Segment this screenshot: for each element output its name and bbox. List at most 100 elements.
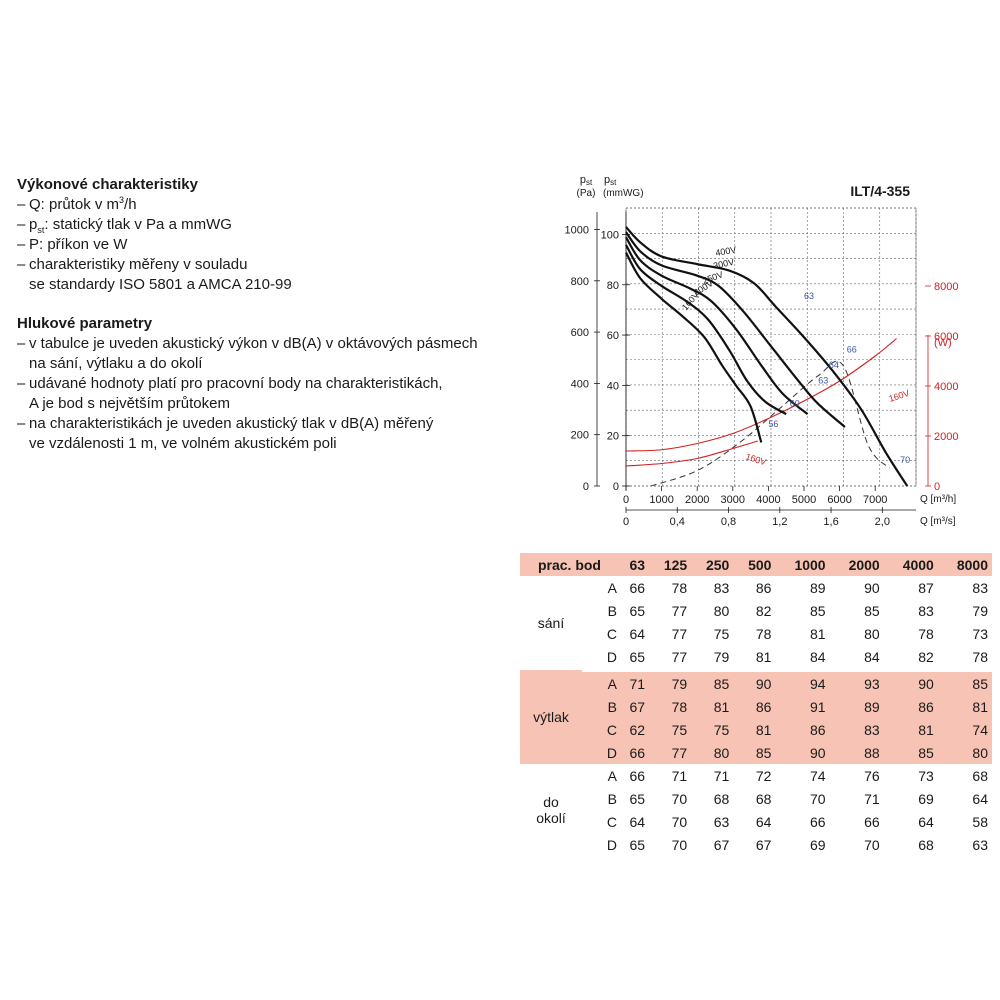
performance-list-text: p (29, 216, 38, 233)
table-cell: 76 (864, 767, 880, 784)
point-label: D (582, 645, 619, 672)
point-label: A (582, 670, 619, 695)
table-cell: 79 (972, 602, 988, 619)
table-cell: 64 (918, 813, 934, 830)
group-label-text: do (543, 794, 559, 810)
q-s-axis-label: Q [m³/s] (920, 516, 956, 527)
header-frequency: 63 (618, 553, 650, 576)
table-cell: 66 (810, 813, 826, 830)
table-cell: 67 (755, 836, 772, 853)
table-cell: 83 (918, 602, 934, 619)
performance-list-text: charakteristiky měřeny v souladu (29, 256, 248, 273)
fan-curve (625, 252, 763, 443)
fan-curve (625, 231, 846, 428)
pa-tick-label: 0 (583, 481, 589, 493)
table-cell: 73 (918, 767, 934, 784)
performance-list-text: se standardy ISO 5801 a AMCA 210-99 (29, 276, 292, 293)
point-label: B (607, 790, 617, 807)
group-label: výtlak (520, 670, 582, 764)
fan-curve (625, 226, 909, 487)
table-cell: 70 (864, 836, 880, 853)
fan-curve-label: 400V (715, 244, 737, 258)
point-label: C (606, 625, 617, 642)
header-point-label: prac. bod (520, 553, 619, 576)
table-cell: 90 (775, 741, 830, 764)
performance-list-text: : statický tlak v Pa a mmWG (44, 216, 232, 233)
table-cell: 70 (671, 813, 688, 830)
table-cell: 66 (864, 813, 880, 830)
table-cell: 64 (629, 625, 646, 642)
fan-curve (625, 236, 809, 416)
table-row: C 64 70 63 64 66 66 64 58 (520, 810, 992, 833)
table-cell: 85 (810, 602, 826, 619)
table-cell: 70 (810, 790, 826, 807)
table-cell: 71 (864, 790, 880, 807)
noise-level-label: 64 (829, 360, 839, 370)
noise-heading: Hlukové parametry (17, 315, 153, 332)
table-row: B 65 77 80 82 85 85 83 79 (520, 599, 992, 622)
table-cell: 77 (649, 741, 692, 764)
q-h-tick-label: 0 (623, 494, 629, 506)
table-cell: 71 (618, 670, 650, 695)
table-cell: 85 (691, 670, 734, 695)
table-row: C 62 75 75 81 86 83 81 74 (520, 718, 992, 741)
mmwg-axis-label-sub: st (610, 178, 617, 187)
table-cell: 82 (755, 602, 772, 619)
table-cell: 79 (649, 670, 692, 695)
mmwg-tick-label: 80 (607, 280, 619, 292)
noise-list-item: na charakteristikách je uveden akustický… (17, 414, 478, 454)
table-cell: 79 (691, 645, 734, 672)
table-cell: 93 (829, 670, 884, 695)
table-cell: 77 (649, 645, 692, 672)
point-label: D (582, 741, 619, 764)
noise-list-text: A je bod s největším průtokem (29, 395, 230, 412)
q-s-tick-label: 0,8 (721, 516, 736, 528)
table-row: do okolí A 66 71 71 72 74 76 73 68 (520, 764, 992, 827)
noise-list-text: v tabulce je uveden akustický výkon v dB… (29, 335, 478, 352)
table-cell: 83 (829, 718, 884, 741)
table-cell: 71 (671, 767, 688, 784)
noise-list: v tabulce je uveden akustický výkon v dB… (17, 334, 478, 454)
table-cell: 83 (972, 579, 988, 596)
performance-list-item: charakteristiky měřeny v souladu se stand… (17, 255, 292, 295)
table-cell: 81 (810, 625, 826, 642)
q-s-tick-label: 2,0 (875, 516, 890, 528)
table-cell: 72 (755, 767, 772, 784)
table-cell: 69 (810, 836, 826, 853)
group-label: do okolí (520, 764, 582, 856)
performance-list-sub: st (37, 225, 45, 235)
point-label: B (582, 695, 619, 718)
table-cell: 70 (671, 836, 688, 853)
power-tick-label: 4000 (934, 381, 958, 393)
performance-list-item: pst: statický tlak v Pa a mmWG (17, 215, 292, 235)
table-cell: 63 (972, 836, 988, 853)
table-cell: 81 (733, 718, 776, 741)
table-cell: 88 (829, 741, 884, 764)
performance-list-item: Q: průtok v m3/h (17, 195, 292, 215)
table-cell: 67 (618, 695, 650, 718)
noise-list-text: ve vzdálenosti 1 m, ve volném akustickém… (29, 435, 337, 452)
table-cell: 64 (972, 790, 988, 807)
system-curve (650, 360, 890, 487)
table-cell: 78 (937, 645, 992, 672)
noise-section: Hlukové parametry v tabulce je uveden ak… (17, 314, 478, 454)
table-cell: 58 (972, 813, 988, 830)
table-cell: 66 (618, 741, 650, 764)
noise-level-label: 63 (804, 291, 814, 301)
table-cell: 86 (733, 695, 776, 718)
table-cell: 86 (883, 695, 938, 718)
point-label: B (607, 602, 617, 619)
q-s-tick-label: 1,6 (823, 516, 838, 528)
noise-list-item: udávané hodnoty platí pro pracovní body … (17, 374, 478, 414)
pa-axis-label-sub: st (586, 178, 593, 187)
performance-heading: Výkonové charakteristiky (17, 176, 198, 193)
q-h-tick-label: 5000 (792, 494, 816, 506)
table-row: B 67 78 81 86 91 89 86 81 (520, 695, 992, 718)
group-label-text: okolí (536, 810, 566, 826)
header-frequency: 4000 (883, 553, 938, 576)
power-curve-label: 160V (888, 388, 911, 404)
table-cell: 80 (713, 602, 730, 619)
pa-axis-label: pst (580, 174, 593, 187)
table-row: výtlak A 71 79 85 90 94 93 90 85 (520, 670, 992, 764)
power-axis-label: (W) (934, 337, 952, 349)
